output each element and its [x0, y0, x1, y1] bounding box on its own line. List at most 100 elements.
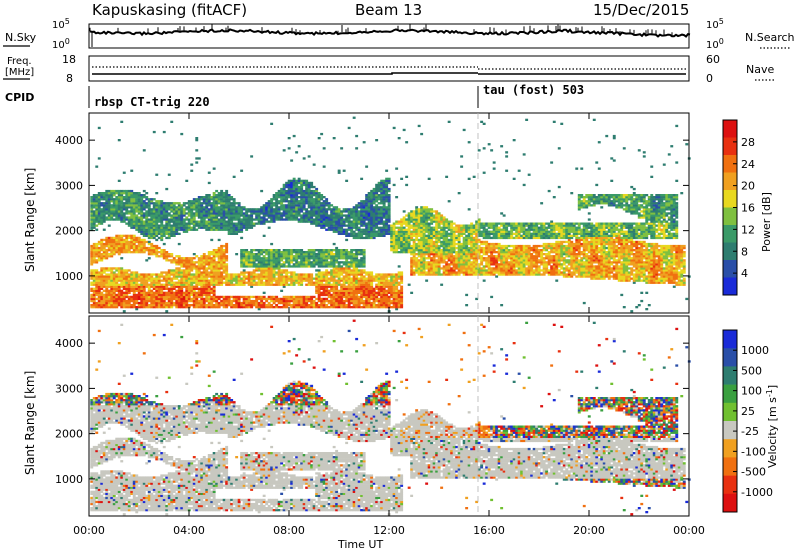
data-cell: [120, 198, 124, 201]
data-cell: [197, 283, 201, 286]
data-cell: [275, 194, 279, 197]
data-cell: [157, 279, 161, 282]
data-cell: [320, 251, 324, 254]
data-cell: [380, 226, 384, 229]
data-cell: [155, 304, 159, 307]
data-cell: [357, 222, 361, 225]
data-cell: [145, 301, 149, 305]
data-cell: [355, 271, 359, 274]
data-cell: [355, 279, 359, 282]
data-cell: [290, 306, 294, 309]
data-cell: [330, 222, 334, 225]
data-cell: [395, 301, 399, 305]
data-cell: [95, 214, 99, 217]
data-cell: [217, 249, 221, 252]
data-cell: [322, 271, 326, 274]
data-cell: [300, 263, 304, 266]
data-cell: [92, 279, 96, 282]
data-cell: [247, 224, 251, 227]
data-cell: [295, 273, 299, 276]
data-cell: [162, 257, 166, 260]
data-cell: [340, 224, 344, 227]
data-cell: [310, 206, 314, 209]
data-cell: [145, 285, 149, 288]
data-cell: [302, 301, 306, 305]
data-cell: [385, 275, 389, 278]
data-cell: [410, 273, 414, 276]
data-cell: [290, 159, 294, 162]
data-cell: [102, 194, 106, 197]
data-cell: [360, 224, 364, 227]
data-cell: [377, 287, 381, 290]
data-cell: [162, 295, 166, 299]
data-cell: [140, 242, 144, 246]
data-cell: [110, 273, 114, 276]
data-cell: [297, 295, 301, 299]
data-cell: [337, 306, 341, 309]
data-cell: [352, 216, 356, 219]
data-cell: [295, 194, 299, 197]
data-cell: [302, 189, 306, 193]
data-cell: [275, 196, 279, 199]
data-cell: [307, 275, 311, 278]
data-cell: [257, 212, 261, 215]
data-cell: [210, 214, 214, 217]
data-cell: [245, 299, 249, 303]
data-cell: [257, 281, 261, 284]
data-cell: [337, 169, 341, 172]
data-cell: [367, 192, 371, 195]
data-cell: [275, 251, 279, 254]
data-cell: [135, 287, 139, 290]
data-cell: [210, 259, 214, 262]
data-cell: [382, 301, 386, 305]
data-cell: [127, 287, 131, 290]
data-cell: [122, 246, 126, 250]
data-cell: [315, 306, 319, 309]
data-cell: [235, 277, 239, 280]
data-cell: [147, 240, 151, 244]
data-cell: [340, 265, 344, 268]
data-cell: [170, 306, 174, 309]
data-cell: [187, 295, 191, 299]
data-cell: [290, 194, 294, 197]
data-cell: [380, 273, 384, 276]
data-cell: [162, 251, 166, 254]
data-cell: [397, 228, 401, 231]
data-cell: [97, 253, 101, 256]
data-cell: [300, 179, 304, 182]
data-cell: [285, 218, 289, 221]
data-cell: [192, 301, 196, 305]
data-cell: [162, 216, 166, 219]
data-cell: [175, 208, 179, 211]
data-cell: [342, 169, 346, 172]
data-cell: [322, 206, 326, 209]
data-cell: [140, 200, 144, 203]
data-cell: [212, 293, 216, 297]
data-cell: [107, 273, 111, 276]
data-cell: [90, 306, 94, 309]
data-cell: [382, 277, 386, 280]
data-cell: [160, 304, 164, 307]
data-cell: [210, 295, 214, 299]
data-cell: [397, 230, 401, 233]
data-cell: [352, 220, 356, 223]
data-cell: [297, 251, 301, 254]
data-cell: [107, 238, 111, 242]
data-cell: [362, 261, 366, 264]
data-cell: [162, 285, 166, 288]
data-cell: [332, 293, 336, 297]
data-cell: [205, 297, 209, 301]
data-cell: [145, 204, 149, 207]
data-cell: [285, 275, 289, 278]
data-cell: [127, 218, 131, 221]
data-cell: [287, 204, 291, 207]
data-cell: [310, 210, 314, 213]
data-cell: [392, 301, 396, 305]
nsky-trace: [89, 28, 691, 38]
data-cell: [105, 273, 109, 276]
data-cell: [345, 295, 349, 299]
data-cell: [392, 291, 396, 294]
data-cell: [282, 149, 286, 152]
data-cell: [272, 271, 276, 274]
data-cell: [372, 297, 376, 301]
